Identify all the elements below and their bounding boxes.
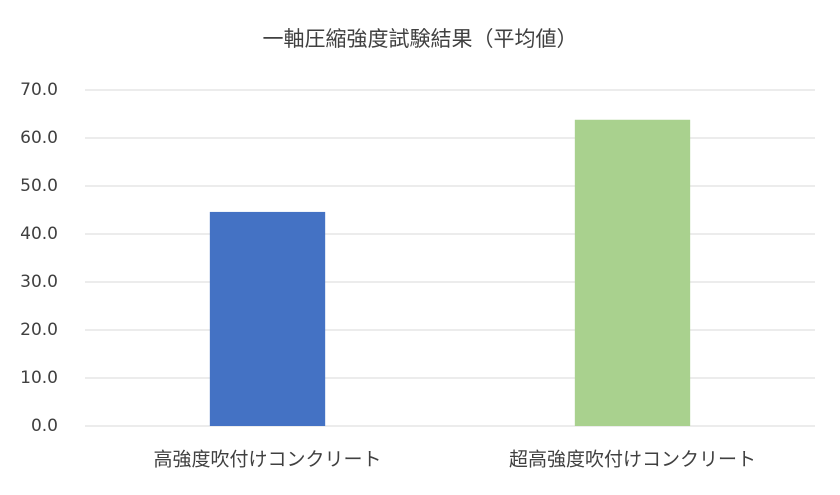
bar [574, 119, 691, 426]
y-tick-label: 50.0 [20, 176, 58, 196]
y-tick-label: 40.0 [20, 224, 58, 244]
x-tick-label: 超高強度吹付けコンクリート [509, 449, 756, 471]
chart-title: 一軸圧縮強度試験結果（平均値） [263, 27, 578, 51]
x-tick-label: 高強度吹付けコンクリート [153, 449, 381, 471]
y-tick-label: 70.0 [20, 80, 58, 100]
bar [209, 211, 326, 426]
y-tick-label: 30.0 [20, 272, 58, 292]
y-tick-label: 20.0 [20, 320, 58, 340]
y-tick-label: 60.0 [20, 128, 58, 148]
y-tick-label: 0.0 [31, 416, 58, 436]
y-tick-label: 10.0 [20, 368, 58, 388]
